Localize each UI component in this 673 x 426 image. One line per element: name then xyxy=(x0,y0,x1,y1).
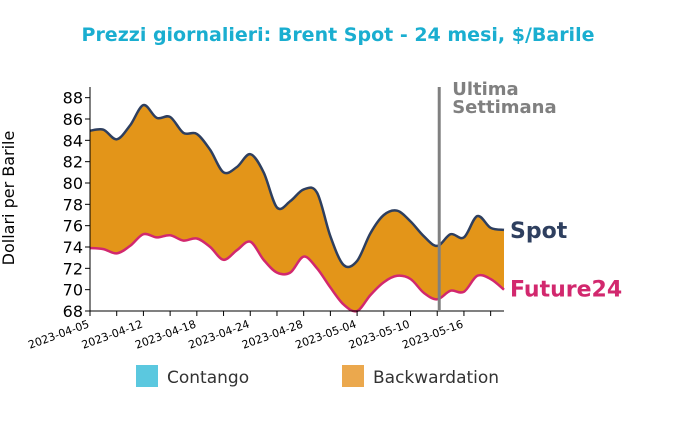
y-tick-label: 78 xyxy=(63,195,83,214)
x-tick-label: 2023-05-16 xyxy=(400,318,465,352)
y-tick-label: 68 xyxy=(63,302,83,321)
last-week-label-line1: Ultima xyxy=(452,79,518,100)
legend-swatch-backwardation xyxy=(342,365,364,387)
spot-line xyxy=(89,103,505,269)
x-tick-label: 2023-04-24 xyxy=(187,318,252,352)
legend-label-backwardation: Backwardation xyxy=(373,368,499,388)
series-labels-layer: Spot Future24 xyxy=(510,219,622,303)
y-tick-label: 84 xyxy=(63,131,83,150)
y-tick-label: 70 xyxy=(63,281,83,300)
legend: Contango Backwardation xyxy=(136,365,499,388)
backwardation-area xyxy=(90,105,504,312)
y-tick-label: 88 xyxy=(63,89,83,108)
x-tick-label: 2023-05-04 xyxy=(294,318,359,352)
x-tick-label: 2023-04-12 xyxy=(80,318,145,352)
legend-swatch-contango xyxy=(136,365,158,387)
y-tick-label: 86 xyxy=(63,110,83,129)
x-tick-label: 2023-04-18 xyxy=(133,318,198,352)
x-tick-label: 2023-04-28 xyxy=(240,318,305,352)
legend-label-contango: Contango xyxy=(167,368,249,388)
y-tick-label: 74 xyxy=(63,238,83,257)
future24-line xyxy=(89,232,505,313)
future24-series-label: Future24 xyxy=(510,278,622,303)
x-tick-label: 2023-05-10 xyxy=(347,318,412,352)
series-lines-layer xyxy=(89,103,505,313)
y-tick-label: 80 xyxy=(63,174,83,193)
chart-title: Prezzi giornalieri: Brent Spot - 24 mesi… xyxy=(82,24,595,46)
y-tick-label: 72 xyxy=(63,259,83,278)
last-week-label-line2: Settimana xyxy=(452,97,556,118)
y-axis-label: Dollari per Barile xyxy=(0,131,18,266)
y-tick-label: 76 xyxy=(63,217,83,236)
spread-area-layer xyxy=(90,105,504,312)
y-tick-label: 82 xyxy=(63,153,83,172)
spot-series-label: Spot xyxy=(510,219,568,244)
x-tick-label: 2023-04-05 xyxy=(26,318,91,352)
